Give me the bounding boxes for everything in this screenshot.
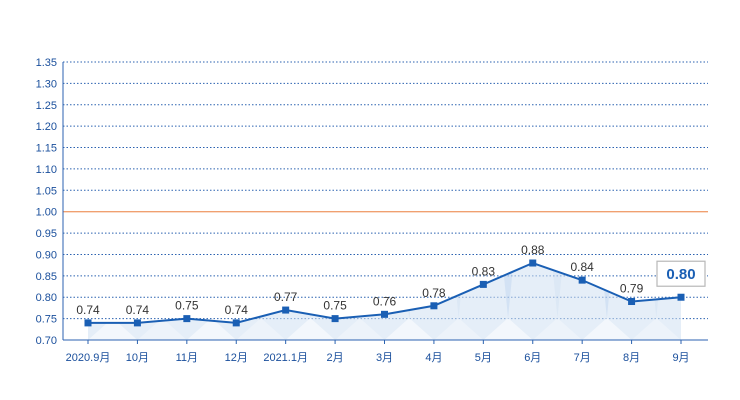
area-facet bbox=[88, 318, 138, 340]
highlight-box bbox=[656, 260, 706, 287]
x-tick-label: 7月 bbox=[574, 352, 591, 364]
y-tick-label: 1.10 bbox=[36, 164, 57, 176]
y-tick-label: 0.80 bbox=[36, 292, 57, 304]
data-point bbox=[529, 259, 537, 267]
x-tick-label: 2021.1月 bbox=[263, 352, 308, 364]
x-tick-label: 8月 bbox=[623, 352, 640, 364]
area-facet bbox=[483, 318, 533, 340]
data-label: 0.77 bbox=[274, 290, 298, 304]
x-tick-label: 11月 bbox=[176, 352, 198, 364]
data-point bbox=[479, 280, 487, 288]
x-tick-label: 10月 bbox=[126, 352, 149, 364]
data-point bbox=[578, 276, 586, 284]
area-facet bbox=[236, 318, 286, 340]
y-tick-label: 0.90 bbox=[36, 249, 57, 261]
x-tick-labels: 2020.9月 10月 11月 12月 2021.1月 2月 3月 4月 5月 6月 7月 8月 9月 bbox=[66, 352, 690, 364]
data-labels: 0.74 0.74 0.75 0.74 0.77 0.75 0.76 0.78 0.83 0.88… bbox=[76, 243, 706, 317]
x-tick-label: 5月 bbox=[475, 352, 492, 364]
data-point bbox=[628, 298, 636, 306]
data-label: 0.74 bbox=[225, 303, 249, 317]
x-tick-label: 2月 bbox=[327, 352, 344, 364]
data-label-highlight: 0.80 bbox=[666, 266, 695, 283]
data-label: 0.79 bbox=[620, 282, 644, 296]
data-label: 0.78 bbox=[422, 286, 446, 300]
x-tick-label: 2020.9月 bbox=[66, 352, 111, 364]
area-facet bbox=[285, 263, 336, 318]
x-tick-label: 3月 bbox=[376, 352, 393, 364]
data-point bbox=[232, 319, 240, 327]
y-tick-label: 1.20 bbox=[36, 121, 57, 133]
data-point bbox=[84, 319, 92, 327]
y-tick-label: 0.85 bbox=[36, 271, 57, 283]
data-point bbox=[430, 302, 438, 310]
data-label: 0.83 bbox=[472, 264, 496, 278]
data-label: 0.84 bbox=[570, 260, 594, 274]
data-label: 0.76 bbox=[373, 294, 397, 308]
area-facet bbox=[582, 318, 632, 340]
y-tick-labels: 0.70 0.75 0.80 0.85 0.90 0.95 1.00 1.05 1.10 1.15… bbox=[36, 57, 57, 347]
area-facet bbox=[532, 318, 583, 340]
data-point bbox=[133, 319, 141, 327]
x-tick-label: 9月 bbox=[672, 352, 689, 364]
data-point bbox=[282, 306, 290, 314]
area-facet bbox=[384, 318, 434, 340]
area-facet bbox=[384, 263, 434, 318]
data-label: 0.75 bbox=[323, 299, 347, 313]
grid-lines bbox=[63, 61, 708, 320]
y-tick-label: 0.70 bbox=[36, 335, 57, 347]
data-label: 0.74 bbox=[76, 303, 100, 317]
data-point bbox=[331, 315, 339, 323]
x-tick-label: 12月 bbox=[225, 352, 248, 364]
data-label: 0.74 bbox=[126, 303, 150, 317]
x-tick-label: 6月 bbox=[524, 352, 541, 364]
area-facet bbox=[186, 318, 237, 340]
area-facet bbox=[335, 318, 385, 340]
data-point bbox=[677, 293, 685, 301]
axes bbox=[62, 62, 708, 344]
y-tick-label: 1.30 bbox=[36, 78, 57, 90]
x-tick-label: 4月 bbox=[425, 352, 442, 364]
area-facet bbox=[631, 318, 681, 340]
area-facet bbox=[335, 263, 385, 318]
area-facet bbox=[285, 318, 336, 340]
data-point bbox=[183, 315, 191, 323]
y-tick-label: 1.25 bbox=[36, 100, 57, 112]
data-point bbox=[381, 310, 388, 318]
y-tick-label: 0.95 bbox=[36, 228, 57, 240]
data-label: 0.88 bbox=[521, 243, 545, 257]
y-tick-label: 1.35 bbox=[36, 57, 57, 69]
series-line bbox=[84, 259, 685, 327]
y-tick-label: 0.75 bbox=[36, 314, 57, 326]
y-tick-label: 1.05 bbox=[36, 185, 57, 197]
area-facet bbox=[137, 318, 187, 340]
y-tick-label: 1.15 bbox=[36, 143, 57, 155]
data-label: 0.75 bbox=[175, 299, 199, 313]
y-tick-label: 1.00 bbox=[36, 207, 57, 219]
area-facet bbox=[236, 263, 286, 318]
area-facet bbox=[433, 318, 484, 340]
